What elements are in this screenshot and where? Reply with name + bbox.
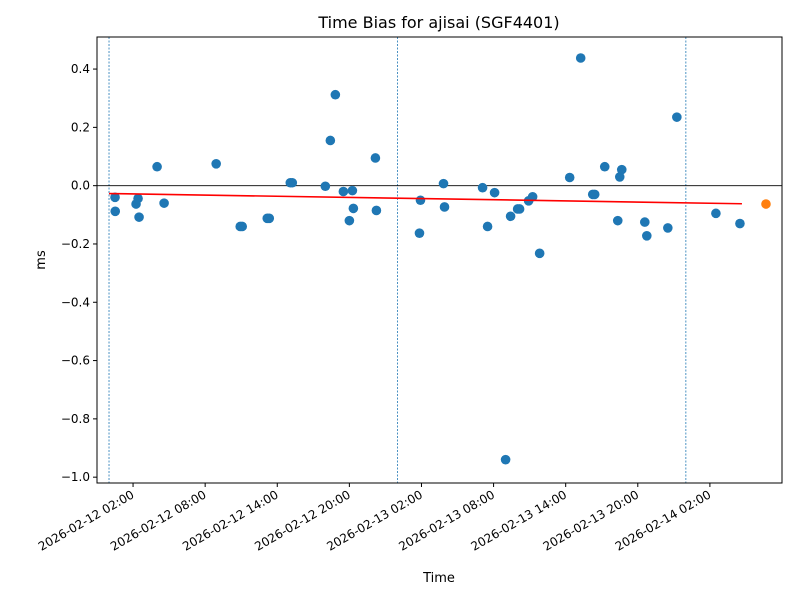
data-point — [735, 218, 745, 229]
data-point — [370, 153, 381, 163]
data-point — [534, 248, 545, 259]
data-point — [211, 159, 221, 169]
data-point — [414, 228, 425, 238]
data-point — [287, 177, 298, 188]
data-point — [500, 454, 511, 465]
y-axis: 0.4 0.2 0.0 −0.2 −0.4 −0.6 −0.8 −1.0 — [61, 62, 97, 484]
latest-data-point — [761, 199, 771, 209]
data-point — [672, 112, 682, 122]
trend-line — [109, 192, 742, 205]
data-point — [237, 221, 248, 232]
y-tick-label: −0.6 — [61, 354, 90, 368]
data-point — [344, 215, 355, 226]
data-point — [320, 181, 331, 192]
data-point — [264, 213, 275, 224]
x-axis-label: Time — [422, 571, 455, 586]
data-point — [711, 208, 721, 219]
data-point — [612, 215, 623, 226]
data-point — [505, 211, 516, 222]
data-point — [347, 185, 358, 196]
y-axis-label: ms — [34, 250, 49, 270]
data-point — [489, 187, 500, 198]
data-point — [330, 89, 341, 100]
data-point — [110, 192, 120, 203]
data-point — [614, 172, 625, 182]
data-point — [415, 195, 426, 206]
plot-frame — [96, 36, 783, 484]
y-tick-label: 0.4 — [71, 62, 90, 76]
data-point — [338, 186, 349, 197]
data-point — [110, 206, 121, 217]
data-point — [348, 203, 359, 214]
data-point — [616, 164, 627, 175]
y-tick-label: −0.4 — [61, 295, 90, 309]
data-point — [527, 191, 538, 202]
data-point — [134, 212, 144, 222]
data-point — [663, 223, 673, 233]
y-tick-label: 0.2 — [71, 120, 90, 134]
plot-area — [97, 37, 782, 483]
y-tick-label: −0.2 — [61, 237, 90, 251]
data-point — [133, 193, 143, 204]
data-point — [152, 161, 162, 172]
data-point — [439, 202, 450, 212]
data-point — [589, 189, 600, 200]
data-point — [159, 198, 169, 208]
data-point — [477, 182, 488, 193]
data-point — [564, 172, 575, 183]
y-tick-label: −1.0 — [61, 470, 90, 484]
data-point — [642, 231, 652, 241]
data-point — [575, 53, 586, 63]
data-point — [599, 161, 610, 172]
data-point — [514, 204, 525, 214]
y-tick-label: −0.8 — [61, 412, 90, 426]
data-point — [325, 135, 336, 146]
y-tick-label: 0.0 — [71, 179, 90, 193]
data-point — [438, 178, 449, 189]
data-point — [482, 221, 493, 232]
data-point — [639, 217, 650, 227]
chart-title: Time Bias for ajisai (SGF4401) — [317, 13, 559, 32]
data-point — [371, 205, 382, 216]
